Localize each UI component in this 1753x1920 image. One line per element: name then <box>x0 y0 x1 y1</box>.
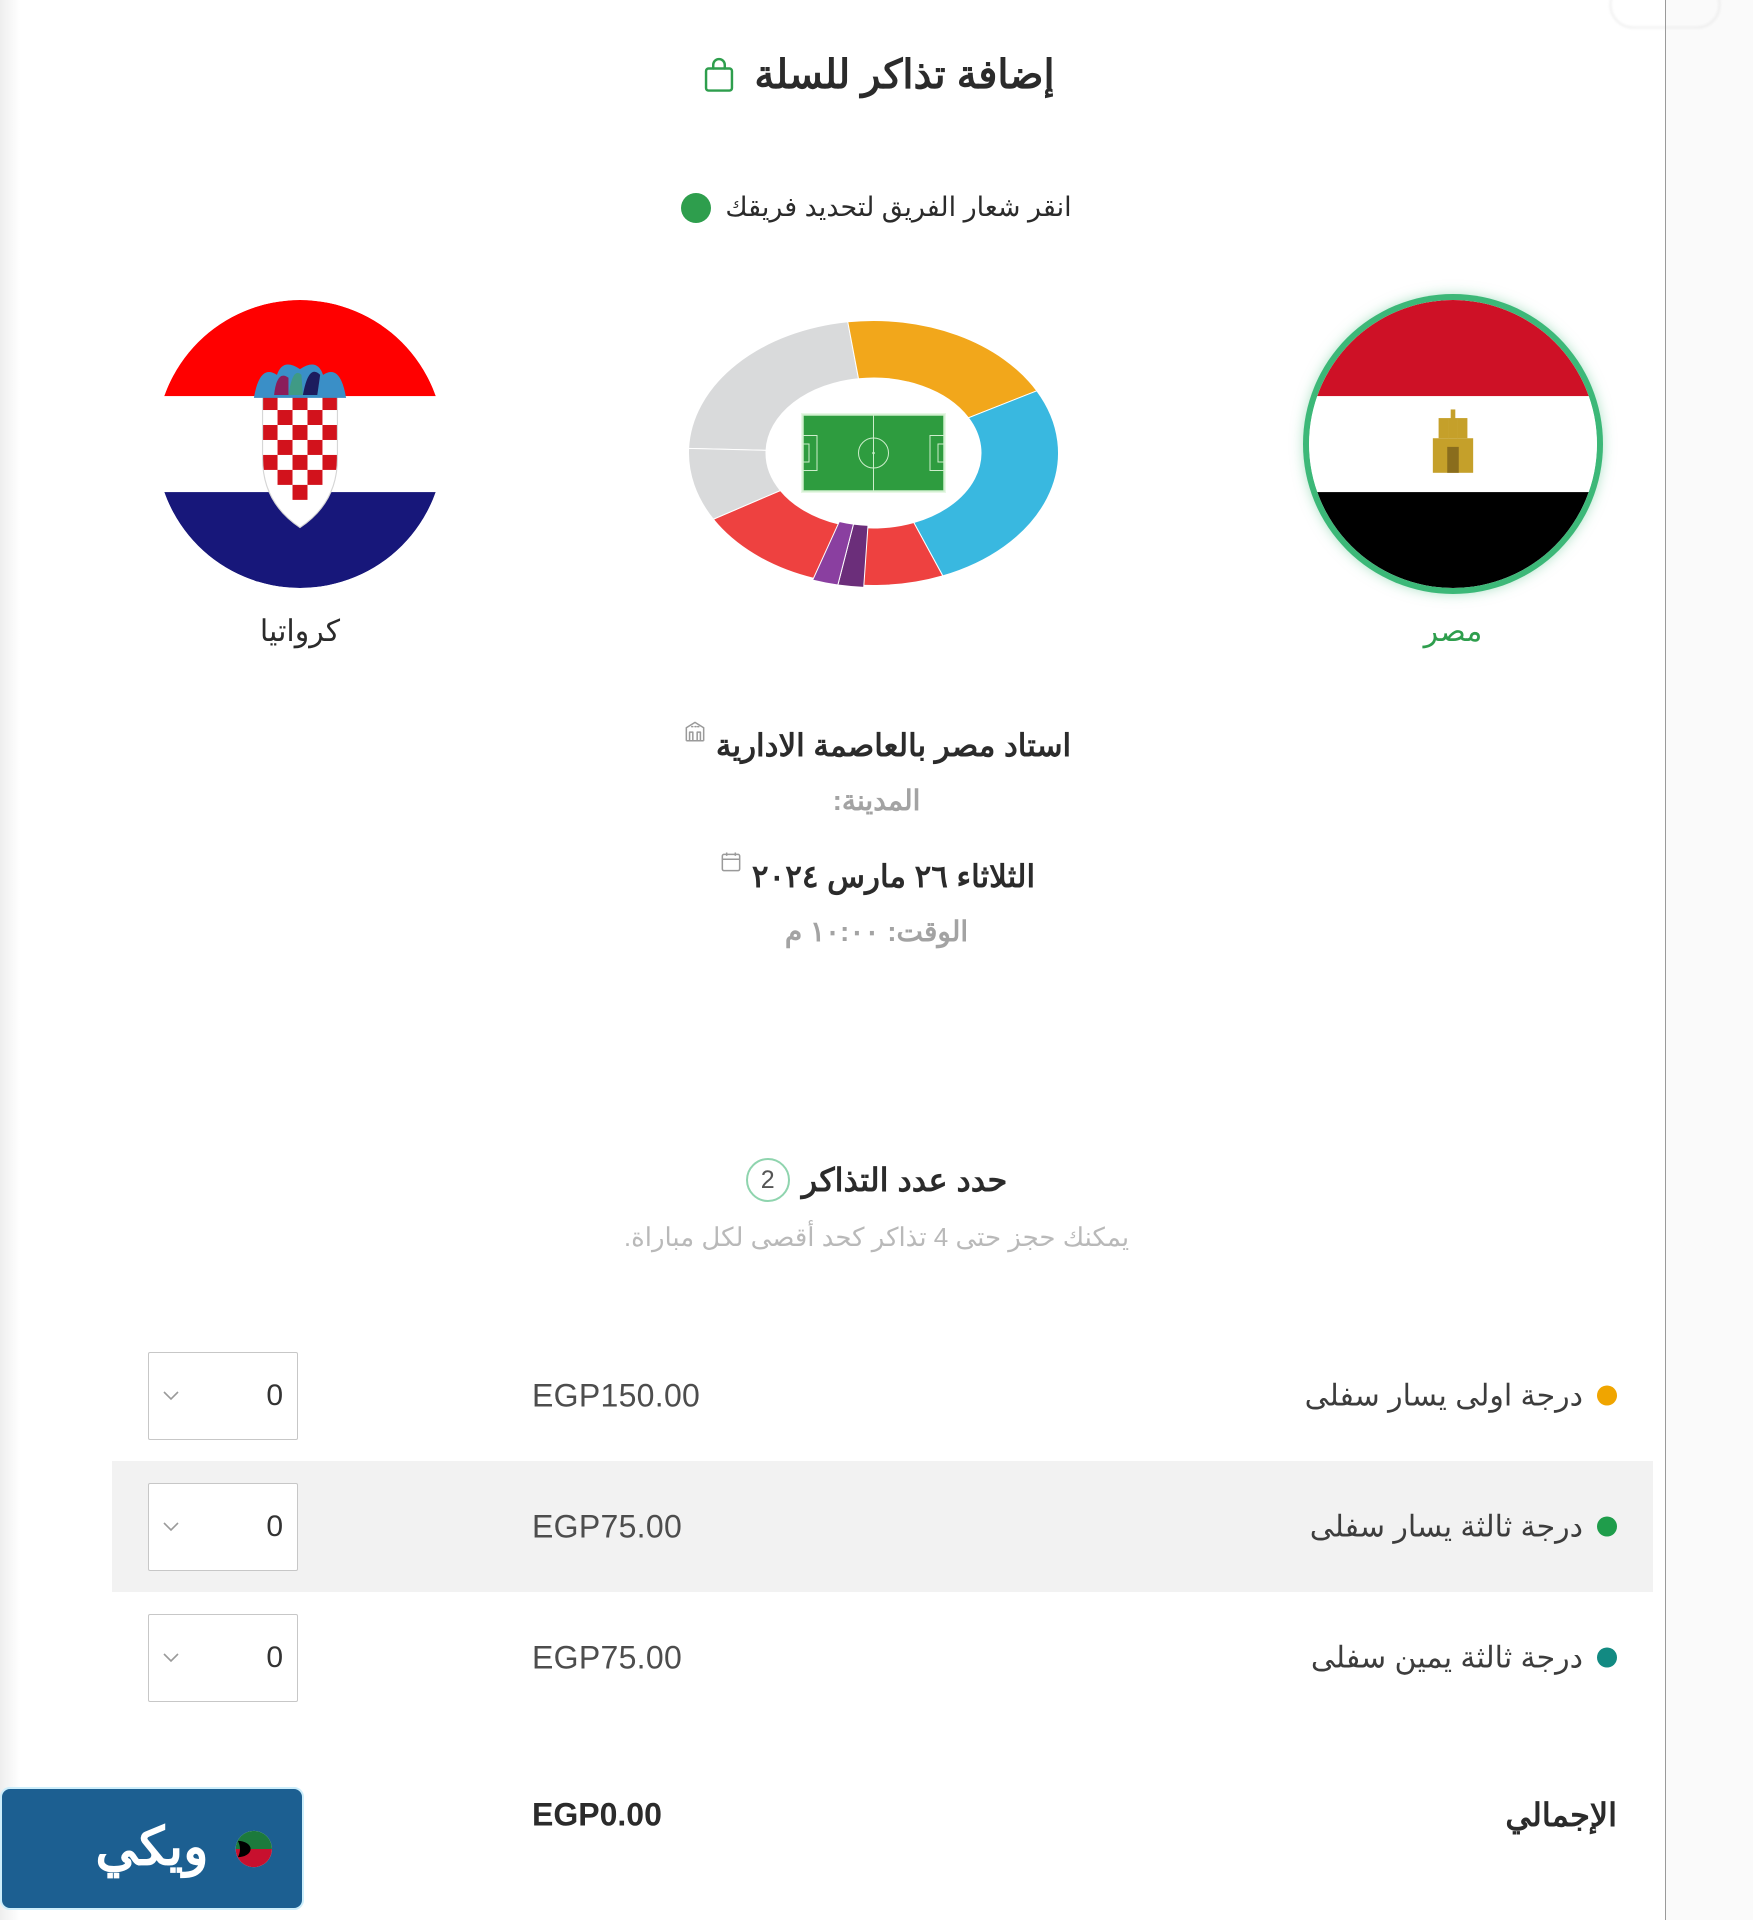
svg-text:ويكي: ويكي <box>95 1817 208 1878</box>
